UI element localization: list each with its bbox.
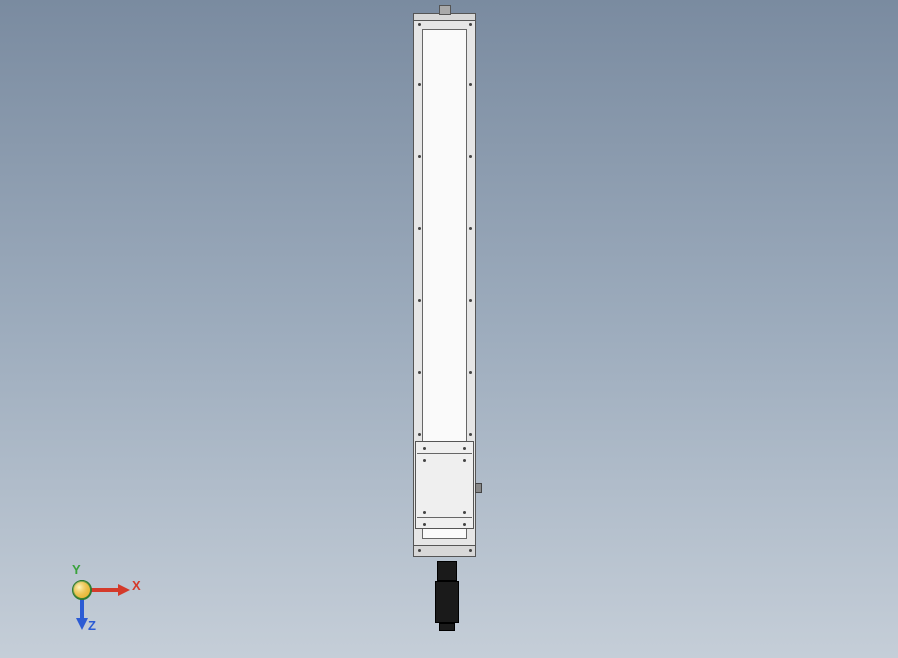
fastener-dot: [418, 433, 421, 436]
model-canvas[interactable]: [0, 0, 898, 658]
body-base-plate: [413, 545, 476, 557]
fastener-dot: [423, 523, 426, 526]
fastener-dot: [418, 549, 421, 552]
fastener-dot: [423, 447, 426, 450]
fastener-dot: [418, 155, 421, 158]
body-bracket: [415, 441, 474, 529]
fastener-dot: [469, 549, 472, 552]
motor-segment-1: [435, 581, 459, 623]
bracket-edge-line: [417, 453, 472, 454]
fastener-dot: [463, 447, 466, 450]
cad-viewport[interactable]: X Y Z: [0, 0, 898, 658]
motor-segment-2: [439, 623, 455, 631]
fastener-dot: [469, 227, 472, 230]
fastener-dot: [463, 459, 466, 462]
fastener-dot: [463, 523, 466, 526]
fastener-dot: [469, 299, 472, 302]
fastener-dot: [423, 511, 426, 514]
bracket-edge-line: [417, 517, 472, 518]
fastener-dot: [418, 83, 421, 86]
side-stub: [475, 483, 482, 493]
fastener-dot: [469, 433, 472, 436]
fastener-dot: [418, 371, 421, 374]
fastener-dot: [469, 83, 472, 86]
fastener-dot: [418, 299, 421, 302]
fastener-dot: [463, 511, 466, 514]
fastener-dot: [418, 23, 421, 26]
fastener-dot: [469, 155, 472, 158]
fastener-dot: [423, 459, 426, 462]
fastener-dot: [469, 371, 472, 374]
motor-segment-0: [437, 561, 457, 581]
fastener-dot: [418, 227, 421, 230]
top-stub: [439, 5, 451, 15]
fastener-dot: [469, 23, 472, 26]
